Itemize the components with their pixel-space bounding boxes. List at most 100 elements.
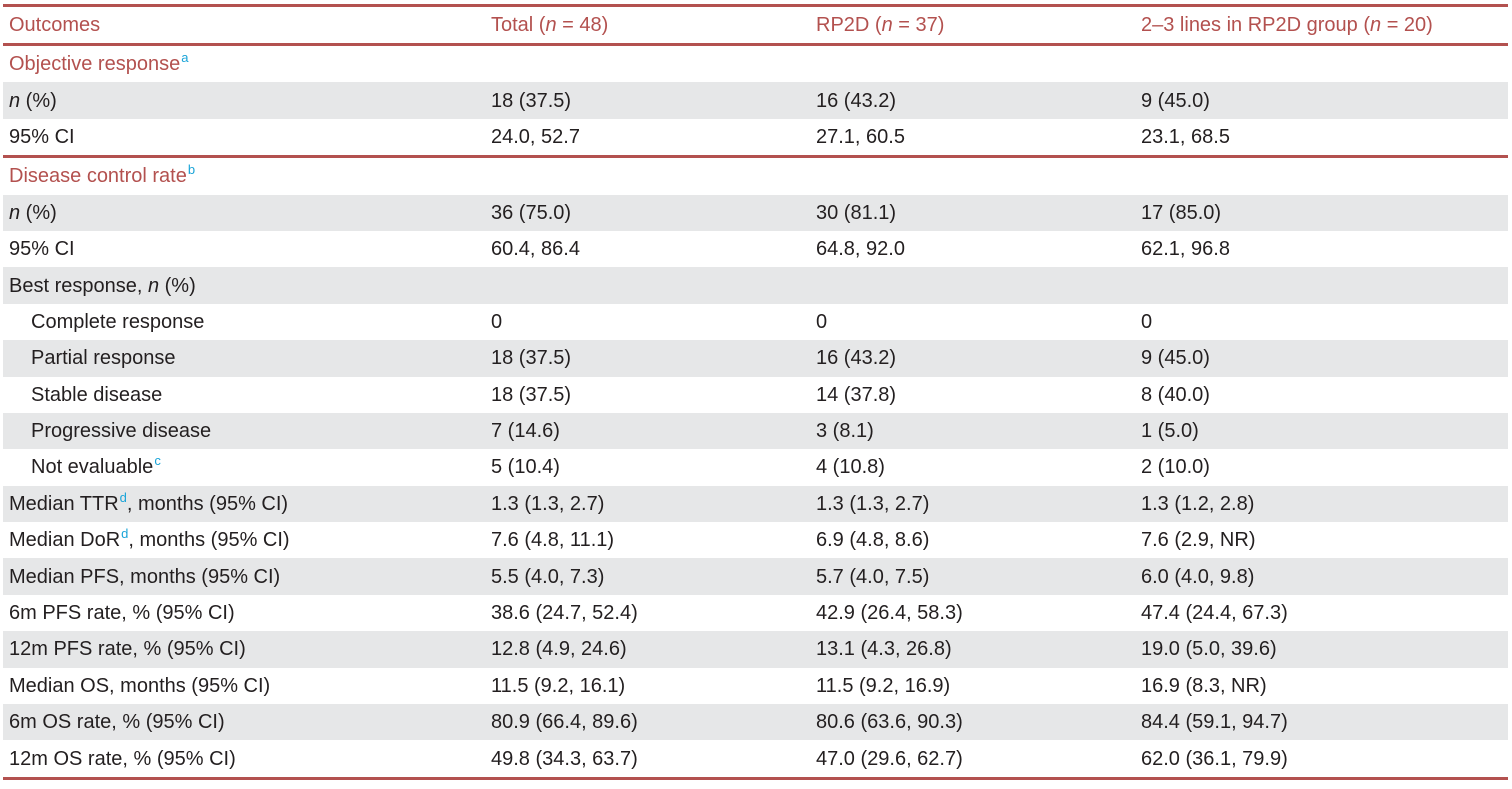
footnote-marker: b xyxy=(187,162,196,178)
cell-2-3-lines: 2 (10.0) xyxy=(1141,456,1210,479)
table-row: Progressive disease 7 (14.6) 3 (8.1) 1 (… xyxy=(3,412,1508,450)
footnote-marker: a xyxy=(181,50,189,66)
table-row: 6m OS rate, % (95% CI) 80.9 (66.4, 89.6)… xyxy=(3,704,1508,741)
cell-2-3-lines: 1.3 (1.2, 2.8) xyxy=(1135,485,1508,523)
header-total: Total (n = 48) xyxy=(485,4,810,46)
cell-rp2d: 14 (37.8) xyxy=(816,383,897,406)
cell-total: 18 (37.5) xyxy=(491,383,572,406)
table-row: Median OS, months (95% CI) 11.5 (9.2, 16… xyxy=(3,668,1508,704)
cell-total: 7 (14.6) xyxy=(485,412,810,450)
best-response-heading-row: Best response, n (%) xyxy=(3,267,1508,304)
row-label: 6m PFS rate, % (95% CI) xyxy=(9,602,235,625)
header-rp2d: RP2D (n = 37) xyxy=(810,4,1135,46)
cell-rp2d: 80.6 (63.6, 90.3) xyxy=(810,704,1135,741)
cell-rp2d: 6.9 (4.8, 8.6) xyxy=(816,529,930,552)
cell-rp2d: 30 (81.1) xyxy=(810,194,1135,231)
table-row: 12m PFS rate, % (95% CI) 12.8 (4.9, 24.6… xyxy=(3,631,1508,668)
cell-2-3-lines: 8 (40.0) xyxy=(1141,383,1210,406)
table-row: n (%) 18 (37.5) 16 (43.2) 9 (45.0) xyxy=(3,82,1508,119)
row-label: 12m OS rate, % (95% CI) xyxy=(3,740,485,780)
footnote-marker: c xyxy=(154,453,161,469)
row-label: Stable disease xyxy=(31,383,163,406)
cell-2-3-lines: 19.0 (5.0, 39.6) xyxy=(1135,631,1508,668)
cell-total: 18 (37.5) xyxy=(485,340,810,377)
row-label: Partial response xyxy=(3,340,485,377)
section-label: Objective responsea xyxy=(9,50,189,76)
cell-rp2d: 4 (10.8) xyxy=(816,456,885,479)
cell-total: 7.6 (4.8, 11.1) xyxy=(491,529,615,552)
row-label: n (%) xyxy=(3,194,485,231)
table-row: Stable disease 18 (37.5) 14 (37.8) 8 (40… xyxy=(3,377,1508,413)
table-row: 12m OS rate, % (95% CI) 49.8 (34.3, 63.7… xyxy=(3,740,1508,780)
cell-total: 60.4, 86.4 xyxy=(491,238,580,261)
efficacy-outcomes-table: Outcomes Total (n = 48) RP2D (n = 37) 2–… xyxy=(3,4,1508,780)
table-row: Median PFS, months (95% CI) 5.5 (4.0, 7.… xyxy=(3,558,1508,595)
header-outcomes: Outcomes xyxy=(3,4,485,46)
cell-total: 38.6 (24.7, 52.4) xyxy=(491,602,638,625)
cell-rp2d: 0 xyxy=(816,310,828,333)
cell-total: 18 (37.5) xyxy=(485,82,810,119)
row-label: 6m OS rate, % (95% CI) xyxy=(3,704,485,741)
section-objective-response: Objective responsea xyxy=(3,45,1508,83)
cell-rp2d: 5.7 (4.0, 7.5) xyxy=(810,558,1135,595)
cell-total: 24.0, 52.7 xyxy=(491,125,580,148)
cell-2-3-lines: 62.0 (36.1, 79.9) xyxy=(1135,740,1508,780)
table-row: Median DoRd, months (95% CI) 7.6 (4.8, 1… xyxy=(3,522,1508,558)
footnote-marker: d xyxy=(119,489,127,505)
table-row: Complete response 0 0 0 xyxy=(3,304,1508,340)
cell-2-3-lines: 16.9 (8.3, NR) xyxy=(1141,674,1267,697)
row-label: 95% CI xyxy=(9,125,75,148)
row-label: Median TTRd, months (95% CI) xyxy=(3,485,485,523)
cell-2-3-lines: 9 (45.0) xyxy=(1135,340,1508,377)
cell-2-3-lines: 47.4 (24.4, 67.3) xyxy=(1141,602,1288,625)
results-table-container: Outcomes Total (n = 48) RP2D (n = 37) 2–… xyxy=(3,4,1508,780)
cell-total: 11.5 (9.2, 16.1) xyxy=(491,674,626,697)
cell-2-3-lines: 7.6 (2.9, NR) xyxy=(1141,529,1256,552)
cell-rp2d: 64.8, 92.0 xyxy=(816,238,905,261)
cell-total: 5 (10.4) xyxy=(491,456,560,479)
cell-rp2d: 16 (43.2) xyxy=(810,340,1135,377)
cell-total: 12.8 (4.9, 24.6) xyxy=(485,631,810,668)
cell-rp2d: 16 (43.2) xyxy=(810,82,1135,119)
cell-total: 1.3 (1.3, 2.7) xyxy=(485,485,810,523)
cell-rp2d: 47.0 (29.6, 62.7) xyxy=(810,740,1135,780)
cell-2-3-lines: 1 (5.0) xyxy=(1135,412,1508,450)
table-row: 6m PFS rate, % (95% CI) 38.6 (24.7, 52.4… xyxy=(3,595,1508,631)
cell-rp2d: 42.9 (26.4, 58.3) xyxy=(816,602,963,625)
cell-total: 5.5 (4.0, 7.3) xyxy=(485,558,810,595)
table-row: 95% CI 60.4, 86.4 64.8, 92.0 62.1, 96.8 xyxy=(3,231,1508,267)
section-label: Disease control rateb xyxy=(3,155,1508,195)
row-label: Best response, n (%) xyxy=(3,267,485,304)
row-label: Median OS, months (95% CI) xyxy=(9,674,271,697)
cell-rp2d: 1.3 (1.3, 2.7) xyxy=(810,485,1135,523)
table-row: Partial response 18 (37.5) 16 (43.2) 9 (… xyxy=(3,340,1508,377)
cell-2-3-lines: 23.1, 68.5 xyxy=(1141,125,1230,148)
cell-2-3-lines: 62.1, 96.8 xyxy=(1141,238,1230,261)
table-row: Not evaluablec 5 (10.4) 4 (10.8) 2 (10.0… xyxy=(3,449,1508,485)
cell-2-3-lines: 6.0 (4.0, 9.8) xyxy=(1135,558,1508,595)
table-header-row: Outcomes Total (n = 48) RP2D (n = 37) 2–… xyxy=(3,4,1508,46)
row-label: n (%) xyxy=(3,82,485,119)
row-label: Complete response xyxy=(31,310,205,333)
section-disease-control-rate: Disease control rateb xyxy=(3,155,1508,195)
row-label: Progressive disease xyxy=(3,412,485,450)
table-row: n (%) 36 (75.0) 30 (81.1) 17 (85.0) xyxy=(3,194,1508,231)
footnote-marker: d xyxy=(121,526,129,542)
cell-rp2d: 11.5 (9.2, 16.9) xyxy=(816,674,951,697)
cell-total: 36 (75.0) xyxy=(485,194,810,231)
cell-rp2d: 13.1 (4.3, 26.8) xyxy=(810,631,1135,668)
header-2-3-lines: 2–3 lines in RP2D group (n = 20) xyxy=(1135,4,1508,46)
cell-2-3-lines: 17 (85.0) xyxy=(1135,194,1508,231)
table-row: 95% CI 24.0, 52.7 27.1, 60.5 23.1, 68.5 xyxy=(3,119,1508,157)
table-row: Median TTRd, months (95% CI) 1.3 (1.3, 2… xyxy=(3,485,1508,523)
row-label: 12m PFS rate, % (95% CI) xyxy=(3,631,485,668)
cell-2-3-lines: 9 (45.0) xyxy=(1135,82,1508,119)
cell-total: 80.9 (66.4, 89.6) xyxy=(485,704,810,741)
cell-total: 49.8 (34.3, 63.7) xyxy=(485,740,810,780)
cell-rp2d: 27.1, 60.5 xyxy=(816,125,905,148)
cell-total: 0 xyxy=(491,310,503,333)
row-label: Median DoRd, months (95% CI) xyxy=(9,526,290,552)
cell-rp2d: 3 (8.1) xyxy=(810,412,1135,450)
row-label: Not evaluablec xyxy=(31,453,161,479)
cell-2-3-lines: 0 xyxy=(1141,310,1153,333)
